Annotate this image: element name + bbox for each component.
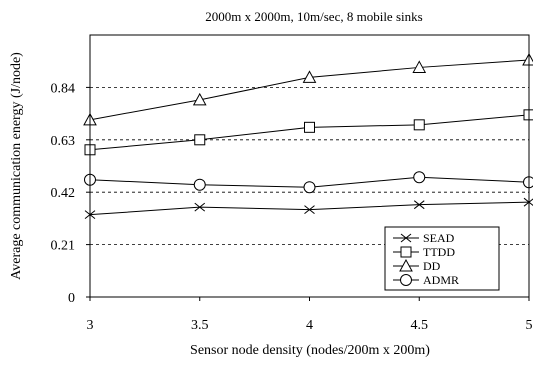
data-point-admr	[414, 172, 425, 183]
legend-item-ttdd: TTDD	[393, 245, 455, 259]
series-ttdd	[85, 110, 533, 155]
legend-marker	[401, 247, 411, 257]
legend-marker	[401, 275, 412, 286]
series-line-dd	[90, 60, 529, 120]
tick-layer: 0 0.21 0.42 0.63 0.84 3 3.5 4 4.5 5	[51, 81, 533, 333]
grid	[90, 87, 529, 244]
series-line-sead	[90, 202, 529, 214]
series-sead	[85, 198, 533, 218]
x-axis-label: Sensor node density (nodes/200m x 200m)	[190, 343, 430, 358]
data-point-ttdd	[195, 135, 205, 145]
x-tick-label: 5	[526, 318, 533, 333]
chart-title: 2000m x 2000m, 10m/sec, 8 mobile sinks	[205, 9, 422, 24]
legend-item-admr: ADMR	[393, 273, 459, 287]
data-point-ttdd	[305, 122, 315, 132]
y-tick-label: 0	[68, 291, 75, 306]
y-tick-label: 0.84	[51, 81, 76, 96]
x-tick-label: 3.5	[191, 318, 209, 333]
y-tick-label: 0.63	[51, 134, 76, 149]
data-point-admr	[194, 179, 205, 190]
y-tick-label: 0.21	[51, 239, 76, 254]
x-tick-label: 4	[306, 318, 313, 333]
data-point-ttdd	[414, 120, 424, 130]
legend-label: DD	[423, 259, 441, 273]
data-point-admr	[304, 182, 315, 193]
series-admr	[85, 172, 533, 193]
data-point-admr	[524, 177, 533, 188]
data-point-dd	[523, 54, 533, 65]
x-tick-label: 4.5	[411, 318, 429, 333]
legend-label: ADMR	[423, 273, 459, 287]
x-tick-label: 3	[87, 318, 94, 333]
series-layer	[84, 54, 533, 219]
legend-label: SEAD	[423, 231, 455, 245]
y-tick-label: 0.42	[51, 186, 76, 201]
legend-label: TTDD	[423, 245, 455, 259]
y-axis-label: Average communication energy (J/node)	[9, 52, 24, 280]
series-dd	[84, 54, 533, 125]
